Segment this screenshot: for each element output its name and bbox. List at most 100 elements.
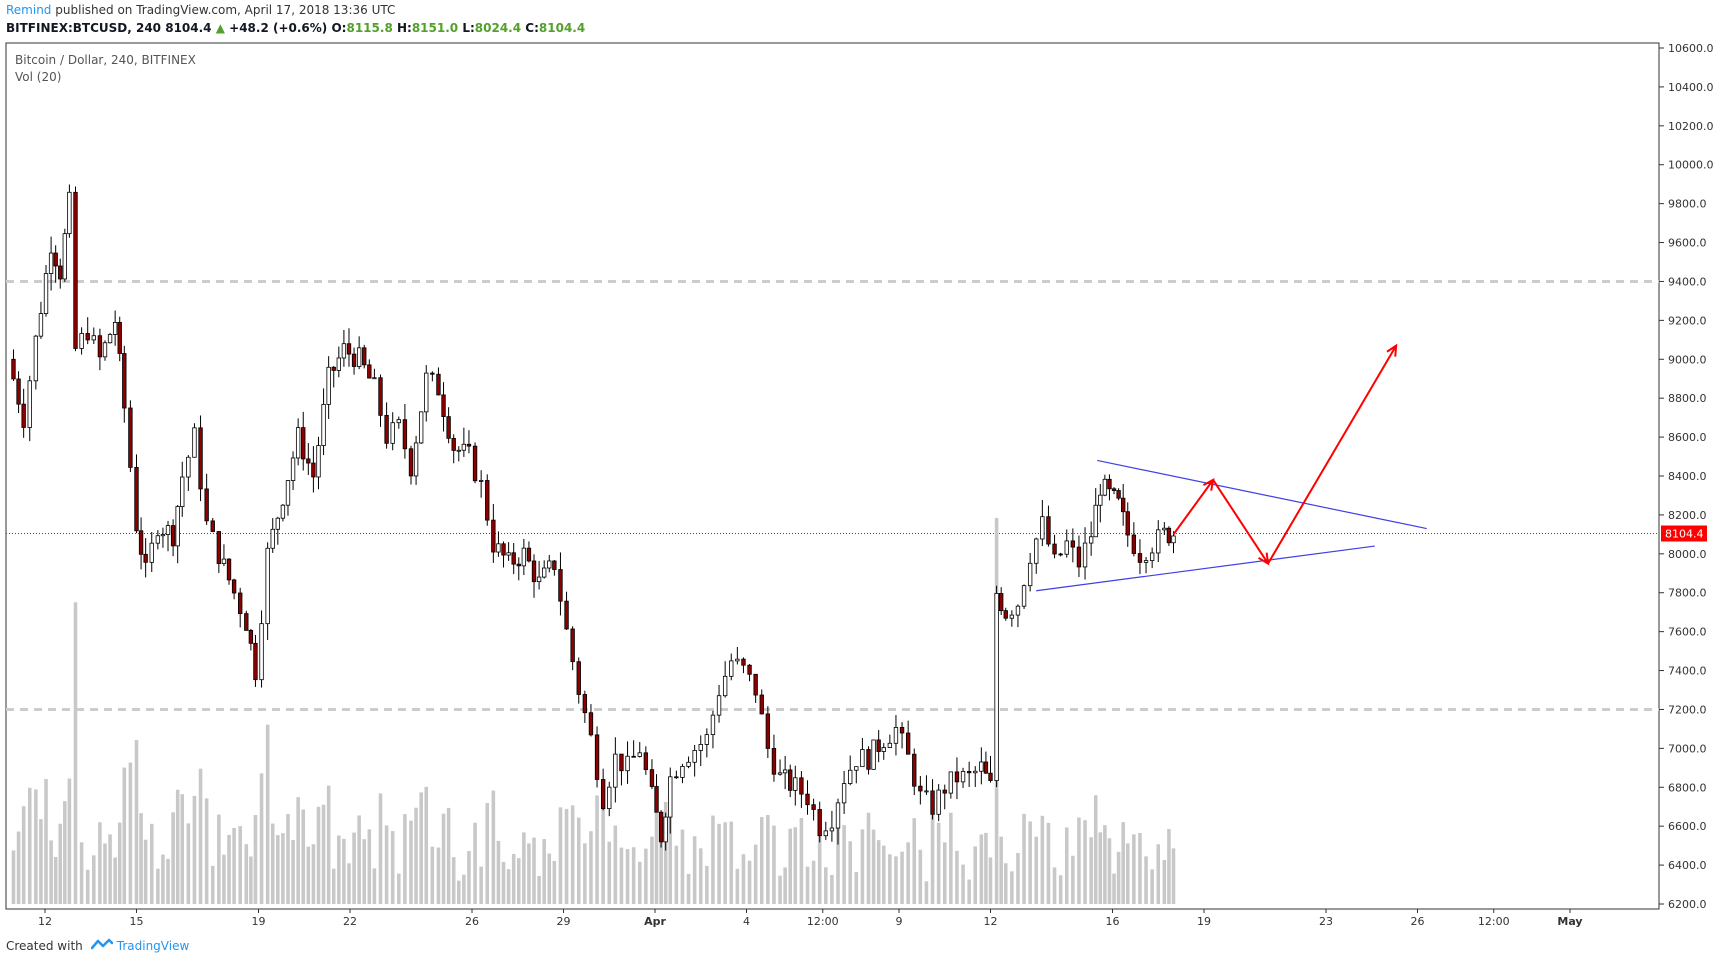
volume-bar — [741, 854, 746, 904]
candle-body — [306, 458, 311, 464]
volume-bar — [367, 829, 372, 904]
volume-bar — [249, 856, 253, 904]
candle-body — [1076, 546, 1082, 568]
volume-bar — [79, 842, 84, 904]
open-value: 8115.8 — [346, 21, 393, 35]
candle-body — [1120, 497, 1126, 513]
volume-bar — [613, 825, 618, 904]
price-tick-label: 6400.0 — [1668, 859, 1707, 872]
volume-bar — [522, 832, 526, 904]
volume-bar — [1167, 829, 1171, 904]
candle-body — [637, 752, 642, 757]
candle-body — [1102, 478, 1108, 496]
candle-body — [954, 771, 960, 783]
candle-body — [362, 347, 367, 366]
candle-body — [658, 811, 664, 843]
volume-bar — [999, 836, 1003, 904]
candle-body — [149, 542, 154, 563]
volume-bar — [1121, 822, 1125, 904]
volume-bar — [607, 841, 612, 904]
candle-body — [155, 535, 161, 544]
candle-body — [1009, 614, 1015, 619]
price-tick-label: 8000.0 — [1668, 548, 1707, 561]
volume-bar — [881, 845, 886, 904]
volume-bar — [301, 809, 306, 904]
volume-bar — [717, 823, 721, 904]
price-tick-label: 7800.0 — [1668, 587, 1707, 600]
volume-bar — [1058, 875, 1063, 904]
candle-body — [526, 547, 532, 562]
candle-body — [1171, 535, 1176, 544]
volume-bar — [570, 805, 575, 904]
volume-bar — [729, 821, 734, 904]
candle-body — [893, 727, 899, 744]
volume-bar — [888, 854, 892, 904]
volume-bar — [217, 814, 221, 904]
time-tick-label: 12:00 — [1478, 915, 1510, 928]
candle-body — [331, 366, 336, 371]
volume-bar — [961, 864, 965, 904]
volume-bar — [650, 836, 654, 904]
volume-bar — [419, 792, 423, 904]
volume-bar — [326, 785, 331, 904]
volume-bar — [424, 786, 429, 904]
time-tick-label: 29 — [557, 915, 571, 928]
candle-body — [311, 462, 316, 478]
volume-bar — [149, 823, 154, 904]
volume-bar — [44, 779, 48, 904]
volume-bar — [1093, 795, 1098, 904]
volume-bar — [34, 789, 38, 904]
volume-bar — [842, 825, 846, 904]
change-value: +48.2 (+0.6%) — [229, 21, 328, 35]
volume-bar — [198, 768, 203, 904]
volume-bar — [830, 874, 834, 904]
candle-body — [367, 364, 372, 379]
tradingview-logo-icon[interactable] — [90, 938, 114, 953]
candle-body — [722, 675, 728, 697]
candle-body — [988, 772, 993, 781]
volume-bar — [491, 790, 496, 904]
volume-bar — [462, 874, 466, 904]
price-tick-label: 10600.0 — [1668, 42, 1714, 55]
volume-bar — [103, 843, 107, 904]
volume-bar — [1010, 871, 1014, 904]
price-axis[interactable]: 10600.0 10400.0 10200.0 10000.0 9800.0 9600.0… — [1659, 42, 1714, 911]
volume-bar — [342, 838, 346, 904]
candle-body — [558, 569, 563, 602]
volume-bar — [63, 801, 67, 904]
candle-body — [1162, 527, 1167, 531]
tradingview-brand-link[interactable]: TradingView — [116, 938, 190, 953]
candle-body — [1034, 538, 1039, 564]
candle-body — [107, 334, 113, 344]
volume-bar — [805, 866, 810, 904]
candle-body — [960, 771, 966, 783]
volume-bar — [166, 858, 170, 904]
candle-body — [216, 531, 222, 564]
candle-body — [1082, 542, 1088, 568]
candle-body — [547, 560, 552, 569]
author-link[interactable]: Remind — [6, 3, 52, 17]
candle-body — [430, 372, 435, 375]
time-axis[interactable]: 12 15 19 22 26 29 Apr 4 12:00 9 12 16 19 23 26 12:00 May — [38, 909, 1583, 928]
volume-bar — [49, 840, 53, 904]
candle-body — [128, 407, 133, 468]
volume-bar — [286, 814, 290, 904]
candle-body — [1149, 552, 1155, 561]
candle-body — [552, 560, 557, 570]
volume-bar — [747, 860, 752, 904]
candle-body — [817, 809, 822, 837]
candle-body — [576, 661, 581, 695]
time-tick-label: 19 — [1197, 915, 1211, 928]
candle-body — [1046, 516, 1051, 545]
volume-bar — [67, 778, 72, 904]
candle-body — [729, 660, 734, 677]
candle-body — [793, 777, 798, 791]
volume-bar — [1064, 827, 1069, 904]
candle-body — [11, 358, 16, 380]
candle-body — [542, 567, 547, 578]
volume-bar — [625, 849, 630, 904]
volume-bar — [1107, 838, 1112, 904]
volume-bar — [1112, 873, 1116, 904]
volume-bar — [1150, 869, 1154, 904]
